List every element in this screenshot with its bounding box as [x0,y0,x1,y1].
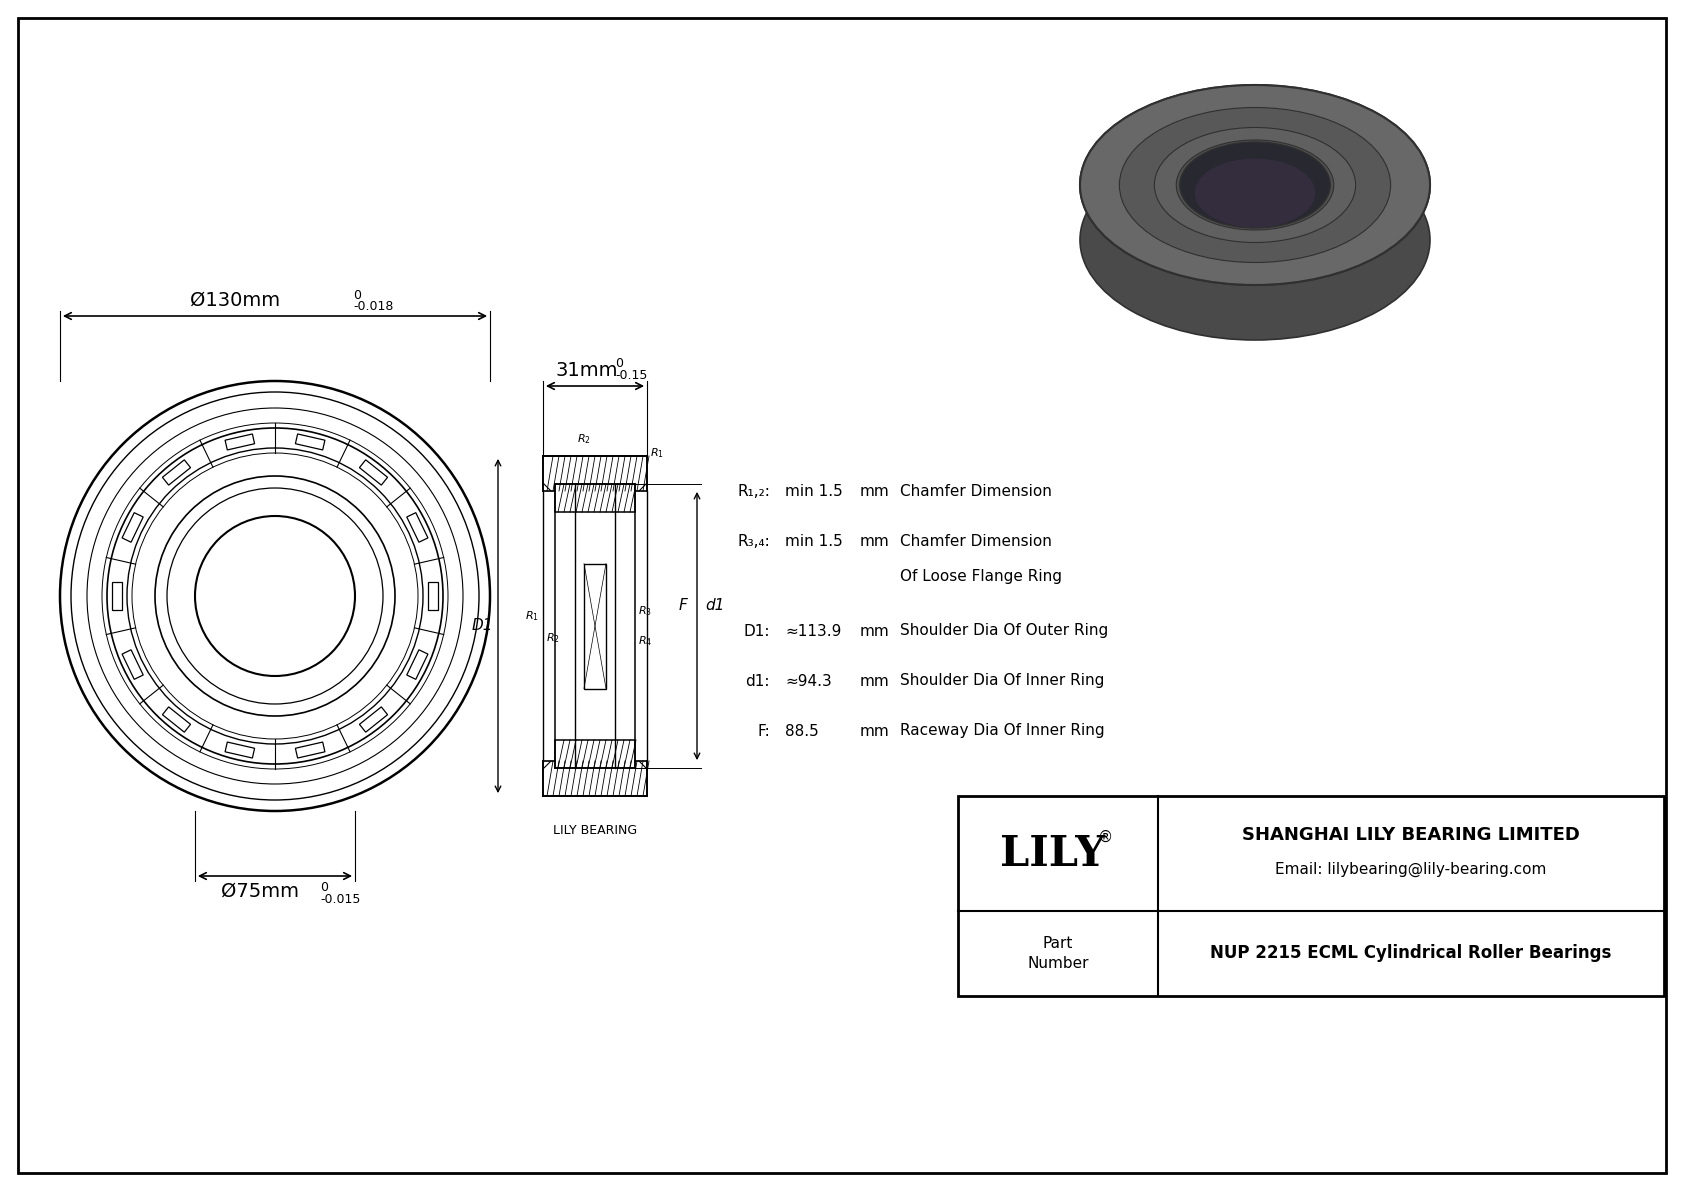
Text: ®: ® [1098,830,1113,844]
Text: $R_2$: $R_2$ [546,631,559,644]
Text: mm: mm [861,624,889,638]
Text: Chamfer Dimension: Chamfer Dimension [899,484,1052,499]
Ellipse shape [1196,158,1315,227]
Text: min 1.5: min 1.5 [785,534,842,549]
Text: SHANGHAI LILY BEARING LIMITED: SHANGHAI LILY BEARING LIMITED [1243,827,1580,844]
Text: Part
Number: Part Number [1027,935,1090,972]
Text: D1:: D1: [744,624,770,638]
Bar [408,512,428,542]
Text: $R_1$: $R_1$ [650,447,663,460]
Text: D1: D1 [472,618,493,634]
Text: mm: mm [861,723,889,738]
Text: 0: 0 [320,881,328,894]
Bar [113,582,121,610]
Text: Email: lilybearing@lily-bearing.com: Email: lilybearing@lily-bearing.com [1275,862,1546,877]
Text: Raceway Dia Of Inner Ring: Raceway Dia Of Inner Ring [899,723,1105,738]
Bar [958,796,1664,996]
Bar [542,456,647,796]
Text: Of Loose Flange Ring: Of Loose Flange Ring [899,568,1063,584]
Text: $R_4$: $R_4$ [638,634,652,648]
Bar [226,742,254,757]
Text: $R_3$: $R_3$ [638,604,652,618]
Text: Chamfer Dimension: Chamfer Dimension [899,534,1052,549]
Ellipse shape [1154,127,1356,243]
Ellipse shape [1180,142,1330,227]
Ellipse shape [1120,107,1391,262]
Text: 0: 0 [354,289,360,303]
Bar [359,707,387,732]
Text: Shoulder Dia Of Inner Ring: Shoulder Dia Of Inner Ring [899,673,1105,688]
Bar [428,582,438,610]
Text: d1:: d1: [746,673,770,688]
Bar [359,460,387,485]
Ellipse shape [1079,85,1430,285]
Bar [542,456,647,491]
Text: 88.5: 88.5 [785,723,818,738]
Text: LILY: LILY [1000,833,1106,874]
Text: mm: mm [861,484,889,499]
Ellipse shape [1079,141,1430,339]
Bar [226,434,254,450]
Text: Shoulder Dia Of Outer Ring: Shoulder Dia Of Outer Ring [899,624,1108,638]
Bar [121,650,143,679]
Text: 0: 0 [615,357,623,370]
Text: $R_2$: $R_2$ [578,432,591,445]
Text: ≈113.9: ≈113.9 [785,624,842,638]
Bar [556,484,635,512]
Bar [162,460,190,485]
Text: -0.018: -0.018 [354,300,394,313]
Text: LILY BEARING: LILY BEARING [552,824,637,837]
Text: -0.015: -0.015 [320,893,360,906]
Text: F: F [679,599,687,613]
Text: Ø75mm: Ø75mm [221,883,300,902]
Ellipse shape [1180,169,1330,256]
Text: d1: d1 [706,599,724,613]
Text: R₃,₄:: R₃,₄: [738,534,770,549]
Bar [295,434,325,450]
Text: ≈94.3: ≈94.3 [785,673,832,688]
Bar [408,650,428,679]
Text: $R_1$: $R_1$ [525,609,539,623]
Text: NUP 2215 ECML Cylindrical Roller Bearings: NUP 2215 ECML Cylindrical Roller Bearing… [1211,944,1612,962]
Text: -0.15: -0.15 [615,369,647,382]
Ellipse shape [1175,141,1334,230]
Bar [556,740,635,768]
Text: Ø130mm: Ø130mm [190,291,280,310]
Bar [584,563,606,688]
Text: mm: mm [861,534,889,549]
Bar [542,761,647,796]
Text: mm: mm [861,673,889,688]
Text: F:: F: [758,723,770,738]
Text: min 1.5: min 1.5 [785,484,842,499]
Bar [295,742,325,757]
Bar [162,707,190,732]
Bar [121,512,143,542]
Ellipse shape [1079,85,1430,285]
Text: 31mm: 31mm [556,361,618,380]
Text: R₁,₂:: R₁,₂: [738,484,770,499]
